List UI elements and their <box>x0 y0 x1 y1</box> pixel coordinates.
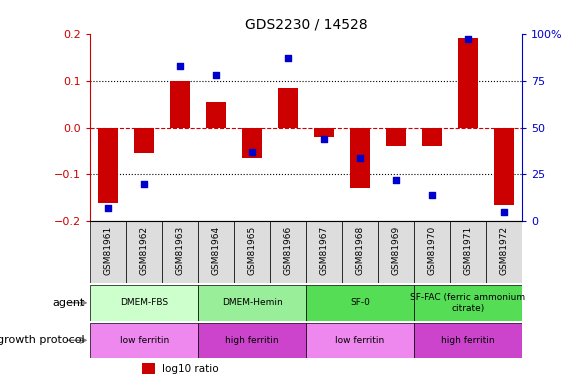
Point <box>499 209 508 215</box>
Text: high ferritin: high ferritin <box>226 336 279 345</box>
Text: GSM81967: GSM81967 <box>319 226 329 276</box>
Text: GSM81972: GSM81972 <box>499 226 508 275</box>
Bar <box>142 363 155 374</box>
Bar <box>90 322 198 358</box>
Text: GSM81968: GSM81968 <box>356 226 364 276</box>
Text: low ferritin: low ferritin <box>335 336 385 345</box>
Text: growth protocol: growth protocol <box>0 335 85 345</box>
Text: SF-FAC (ferric ammonium
citrate): SF-FAC (ferric ammonium citrate) <box>410 293 525 312</box>
Bar <box>198 221 234 283</box>
Bar <box>162 221 198 283</box>
Point <box>319 136 329 142</box>
Bar <box>306 322 414 358</box>
Bar <box>458 39 477 128</box>
Bar <box>90 221 127 283</box>
Point <box>355 154 365 160</box>
Text: DMEM-Hemin: DMEM-Hemin <box>222 298 283 307</box>
Text: DMEM-FBS: DMEM-FBS <box>120 298 168 307</box>
Bar <box>198 285 306 321</box>
Bar <box>90 285 198 321</box>
Bar <box>386 128 406 146</box>
Text: GSM81971: GSM81971 <box>463 226 472 276</box>
Bar <box>486 221 522 283</box>
Point <box>212 72 221 78</box>
Bar <box>306 285 414 321</box>
Bar <box>234 221 270 283</box>
Text: agent: agent <box>52 298 85 308</box>
Bar <box>450 221 486 283</box>
Point <box>139 181 149 187</box>
Bar <box>243 128 262 158</box>
Bar <box>314 128 334 137</box>
Bar <box>350 128 370 188</box>
Text: GSM81966: GSM81966 <box>283 226 293 276</box>
Bar <box>170 81 190 128</box>
Text: GSM81963: GSM81963 <box>175 226 185 276</box>
Bar <box>127 221 162 283</box>
Point <box>283 55 293 61</box>
Text: low ferritin: low ferritin <box>120 336 169 345</box>
Text: high ferritin: high ferritin <box>441 336 494 345</box>
Bar <box>414 221 450 283</box>
Text: GSM81970: GSM81970 <box>427 226 437 276</box>
Bar <box>135 128 154 153</box>
Point <box>247 149 257 155</box>
Text: SF-0: SF-0 <box>350 298 370 307</box>
Bar <box>342 221 378 283</box>
Point <box>104 205 113 211</box>
Bar <box>206 102 226 128</box>
Text: log10 ratio: log10 ratio <box>161 364 218 374</box>
Point <box>427 192 437 198</box>
Point <box>391 177 401 183</box>
Text: GSM81962: GSM81962 <box>140 226 149 275</box>
Bar <box>306 221 342 283</box>
Bar <box>378 221 414 283</box>
Text: GSM81961: GSM81961 <box>104 226 113 276</box>
Bar <box>198 322 306 358</box>
Text: GSM81965: GSM81965 <box>248 226 257 276</box>
Title: GDS2230 / 14528: GDS2230 / 14528 <box>245 17 367 31</box>
Bar <box>270 221 306 283</box>
Bar <box>494 128 514 205</box>
Bar <box>414 285 522 321</box>
Text: GSM81969: GSM81969 <box>391 226 401 276</box>
Point <box>175 63 185 69</box>
Bar <box>422 128 442 146</box>
Point <box>463 36 472 42</box>
Bar <box>414 322 522 358</box>
Text: GSM81964: GSM81964 <box>212 226 221 275</box>
Bar <box>278 88 298 128</box>
Bar <box>99 128 118 202</box>
